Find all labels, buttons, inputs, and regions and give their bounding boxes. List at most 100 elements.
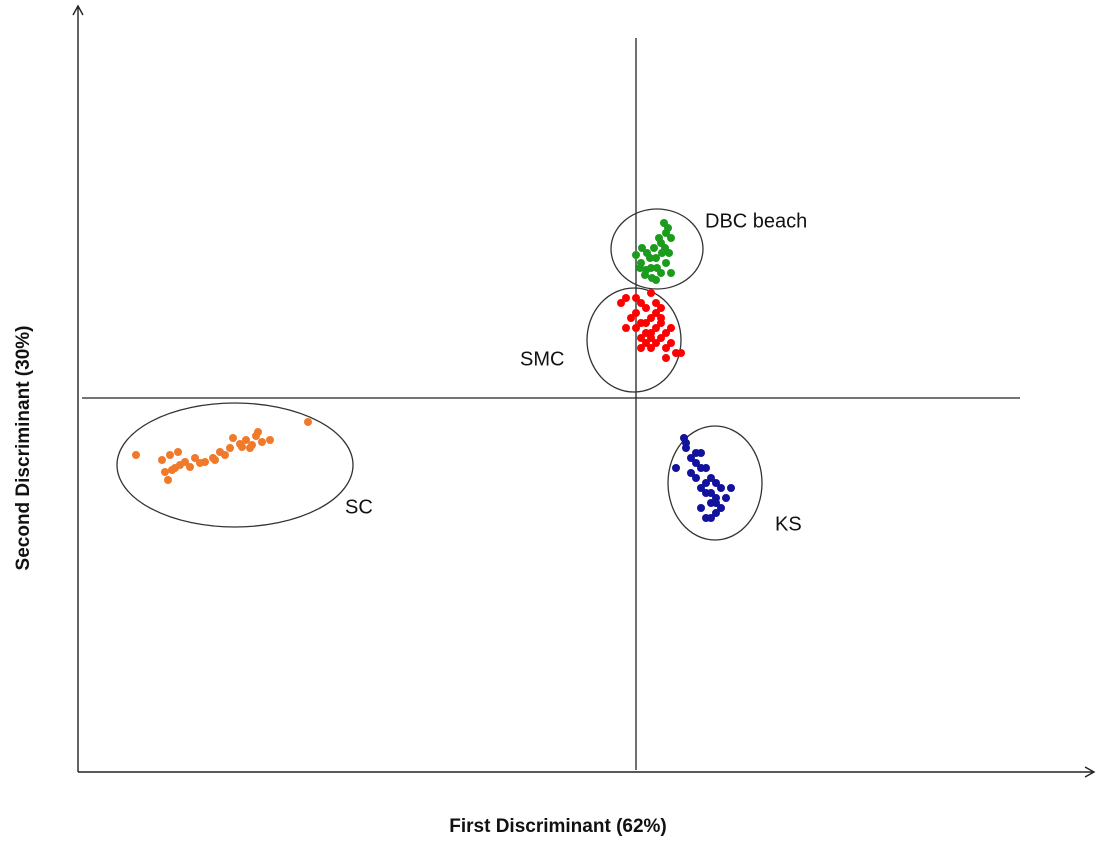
group-outline <box>116 402 354 528</box>
data-point <box>657 304 665 312</box>
data-point <box>632 309 640 317</box>
data-point <box>657 314 665 322</box>
data-point <box>692 474 700 482</box>
data-point <box>647 314 655 322</box>
data-point <box>638 244 646 252</box>
data-point <box>221 451 229 459</box>
data-point <box>642 304 650 312</box>
data-point <box>174 448 182 456</box>
data-point <box>258 438 266 446</box>
data-point <box>196 459 204 467</box>
data-point <box>641 271 649 279</box>
data-point <box>652 254 660 262</box>
group-label: SC <box>345 496 373 518</box>
data-point <box>229 434 237 442</box>
data-point <box>655 234 663 242</box>
data-point <box>652 309 660 317</box>
data-point <box>687 469 695 477</box>
data-point <box>667 234 675 242</box>
data-point <box>717 504 725 512</box>
data-point <box>712 479 720 487</box>
data-point <box>642 339 650 347</box>
data-point <box>632 294 640 302</box>
data-point <box>664 224 672 232</box>
data-point <box>652 324 660 332</box>
data-point <box>727 484 735 492</box>
data-point <box>161 468 169 476</box>
data-point <box>266 436 274 444</box>
group-outline <box>610 208 704 290</box>
data-point <box>211 456 219 464</box>
data-point <box>637 299 645 307</box>
data-point <box>650 244 658 252</box>
data-point <box>662 259 670 267</box>
data-point <box>647 334 655 342</box>
data-point <box>662 354 670 362</box>
data-point <box>662 344 670 352</box>
data-point <box>242 436 250 444</box>
x-axis-title: First Discriminant (62%) <box>449 816 667 837</box>
data-point <box>712 499 720 507</box>
data-point <box>717 484 725 492</box>
data-point <box>158 456 166 464</box>
data-point <box>667 269 675 277</box>
data-point <box>707 474 715 482</box>
data-point <box>667 324 675 332</box>
data-point <box>647 289 655 297</box>
data-point <box>662 329 670 337</box>
data-point <box>238 443 246 451</box>
data-point <box>697 504 705 512</box>
data-point <box>722 494 730 502</box>
data-point <box>692 449 700 457</box>
group-outline <box>586 287 682 393</box>
data-point <box>657 269 665 277</box>
data-point <box>687 454 695 462</box>
data-point <box>646 254 654 262</box>
data-point <box>652 299 660 307</box>
data-point <box>636 264 644 272</box>
data-point <box>622 324 630 332</box>
data-point <box>692 459 700 467</box>
data-point <box>132 451 140 459</box>
data-point <box>707 489 715 497</box>
points <box>132 219 735 522</box>
data-point <box>622 294 630 302</box>
data-point <box>672 464 680 472</box>
data-point <box>627 314 635 322</box>
data-point <box>657 334 665 342</box>
data-point <box>697 464 705 472</box>
data-point <box>191 454 199 462</box>
data-point <box>254 428 262 436</box>
data-point <box>248 441 256 449</box>
data-point <box>702 479 710 487</box>
data-point <box>637 344 645 352</box>
data-point <box>642 319 650 327</box>
y-axis-title: Second Discriminant (30%) <box>13 326 34 571</box>
data-point <box>652 276 660 284</box>
group-outline <box>667 425 763 541</box>
data-point <box>186 463 194 471</box>
data-point <box>637 334 645 342</box>
data-point <box>652 339 660 347</box>
data-point <box>632 324 640 332</box>
data-point <box>164 476 172 484</box>
group-label: KS <box>775 513 802 535</box>
data-point <box>171 464 179 472</box>
data-point <box>647 264 655 272</box>
data-point <box>617 299 625 307</box>
data-point <box>166 451 174 459</box>
group-label: SMC <box>520 348 564 370</box>
group-label: DBC beach <box>705 210 807 232</box>
data-point <box>682 439 690 447</box>
data-point <box>677 349 685 357</box>
data-point <box>667 339 675 347</box>
data-point <box>632 251 640 259</box>
data-point <box>661 244 669 252</box>
data-point <box>647 344 655 352</box>
data-point <box>226 444 234 452</box>
data-point <box>304 418 312 426</box>
data-point <box>712 509 720 517</box>
data-point <box>707 514 715 522</box>
